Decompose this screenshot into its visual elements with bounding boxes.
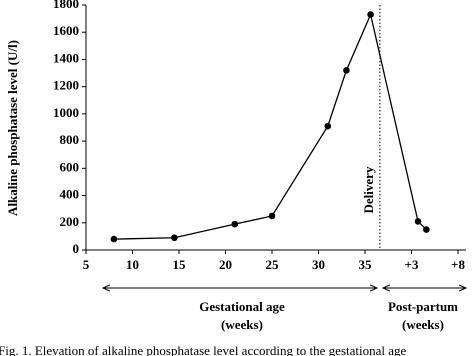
y-tick-label: 1200	[53, 78, 79, 93]
y-tick-label: 400	[60, 187, 80, 202]
x-tick-label: 10	[126, 257, 139, 272]
point	[414, 218, 422, 225]
point	[110, 235, 118, 243]
y-tick-label: 1000	[53, 105, 79, 120]
point	[423, 226, 430, 233]
point	[367, 11, 374, 18]
point	[343, 67, 350, 74]
annotation: Post-partum	[388, 299, 458, 314]
x-tick-label: 5	[83, 257, 90, 272]
y-tick-label: 200	[60, 214, 80, 229]
annotation: (weeks)	[221, 317, 263, 332]
x-tick-label: +8	[451, 257, 465, 272]
delivery-label: Delivery	[361, 166, 376, 213]
x-tick-label: +3	[405, 257, 419, 272]
y-tick-label: 1400	[53, 50, 79, 65]
y-tick-label: 600	[60, 159, 80, 174]
x-tick-label: 25	[266, 257, 280, 272]
point	[231, 220, 239, 228]
y-tick-label: 1800	[53, 0, 79, 11]
x-tick-label: 30	[312, 257, 325, 272]
caption: Fig. 1. Elevation of alkaline phosphatas…	[0, 343, 407, 356]
y-axis-label: Alkaline phosphatase level (U/l)	[5, 40, 20, 216]
y-tick-label: 1600	[53, 23, 79, 38]
annotation: (weeks)	[402, 317, 444, 332]
point	[268, 212, 276, 220]
annotation: Gestational age	[199, 299, 285, 314]
y-tick-label: 800	[60, 132, 80, 147]
point	[324, 122, 332, 130]
x-tick-label: 15	[173, 257, 187, 272]
x-tick-label: 35	[359, 257, 373, 272]
y-tick-label: 0	[73, 241, 80, 256]
point	[171, 234, 178, 242]
x-tick-label: 20	[219, 257, 232, 272]
